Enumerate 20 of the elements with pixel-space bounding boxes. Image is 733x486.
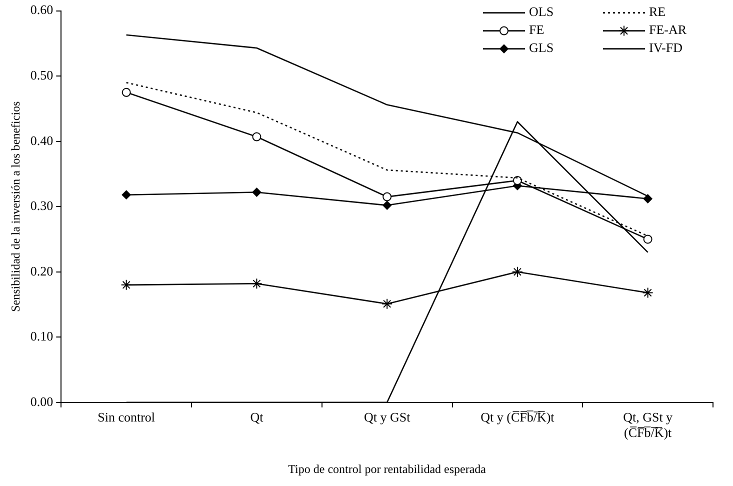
y-axis-title: Sensibilidad de la inversión a los beneficios	[8, 100, 22, 312]
x-tick-label: Sin control	[98, 410, 156, 425]
legend-label: GLS	[529, 40, 554, 56]
legend-label: FE-AR	[649, 22, 687, 38]
x-tick-label: Qt y (C̅F̅b̅/̅K̅)t	[480, 410, 555, 425]
x-tick-label: Qt y GSt	[364, 410, 411, 425]
y-tick-label: 0.40	[30, 132, 54, 148]
x-axis-title: Tipo de control por rentabilidad esperada	[288, 462, 487, 476]
legend-label: IV-FD	[649, 40, 682, 56]
legend-label: RE	[649, 4, 666, 20]
legend-label: OLS	[529, 4, 554, 20]
y-tick-label: 0.50	[30, 67, 54, 82]
y-tick-label: 0.20	[30, 263, 54, 278]
y-tick-label: 0.30	[30, 198, 54, 214]
x-tick-label: Qt, GSt y (C̅F̅b̅/̅K̅)t	[623, 410, 674, 440]
y-tick-label: 0.60	[30, 2, 54, 18]
y-tick-label: 0.00	[30, 394, 54, 409]
y-tick-label: 0.10	[30, 328, 54, 344]
x-tick-label: Qt	[250, 410, 264, 425]
legend-label: FE	[529, 22, 544, 38]
